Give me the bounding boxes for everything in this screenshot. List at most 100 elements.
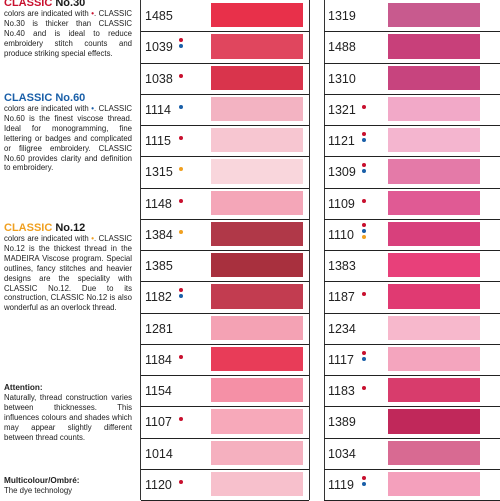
multicolour-note: Multicolour/Ombré: The dye technology — [4, 476, 132, 496]
classic-no30-title: CLASSIC No.30 — [4, 0, 86, 9]
no30-dot-icon — [179, 288, 183, 293]
no60-dot-icon — [179, 294, 183, 299]
no60-dot-icon — [179, 44, 183, 49]
multicolour-text: The dye technology — [4, 486, 73, 495]
color-swatch — [388, 34, 480, 59]
color-row: 1014 — [141, 438, 309, 470]
color-code: 1234 — [328, 321, 356, 336]
left-color-column: 1485 1039 1038 1114 1115 1315 1148 1384 1385 1182… — [141, 0, 309, 501]
thickness-indicator-icon — [362, 292, 366, 298]
no12-dot-icon — [179, 229, 183, 234]
color-row: 1315 — [141, 156, 309, 189]
color-code: 1384 — [145, 227, 173, 242]
multicolour-title: Multicolour/Ombré: — [4, 476, 80, 485]
color-swatch — [211, 284, 303, 309]
color-swatch — [388, 3, 480, 28]
color-swatch — [211, 3, 303, 28]
thickness-indicator-icon — [362, 222, 366, 241]
classic-no12-section: CLASSIC No.12 colors are indicated with … — [4, 222, 132, 313]
color-code: 1485 — [145, 9, 173, 23]
color-row: 1321 — [324, 94, 500, 126]
color-swatch — [211, 159, 303, 184]
thickness-indicator-icon — [179, 288, 183, 300]
color-row: 1115 — [141, 125, 309, 158]
color-swatch — [211, 471, 303, 496]
color-row: 1309 — [324, 156, 500, 189]
thickness-indicator-icon — [179, 417, 183, 423]
color-code: 1183 — [328, 384, 355, 398]
color-code: 1182 — [145, 290, 172, 305]
no30-dot-icon — [362, 475, 366, 480]
color-row: 1234 — [324, 313, 500, 345]
color-code: 1315 — [145, 165, 173, 180]
color-row: 1485 — [141, 0, 309, 33]
color-row: 1488 — [324, 31, 500, 64]
thickness-indicator-icon — [362, 104, 366, 111]
color-code: 1310 — [328, 71, 356, 86]
no12-dot-icon — [362, 234, 366, 239]
no60-dot-icon — [362, 138, 366, 142]
thickness-indicator-icon — [362, 350, 366, 363]
color-swatch — [211, 221, 303, 246]
color-swatch — [388, 159, 480, 184]
no60-dot-icon — [362, 481, 366, 486]
color-row: 1109 — [324, 188, 500, 220]
color-swatch — [388, 471, 480, 496]
color-row: 1389 — [324, 406, 500, 439]
color-swatch — [211, 346, 303, 371]
no30-dot-icon — [179, 38, 183, 43]
color-swatch — [211, 96, 303, 121]
red-dot-icon: • — [91, 9, 94, 18]
no60-dot-icon — [362, 356, 366, 361]
color-swatch — [211, 253, 303, 278]
color-code: 1110 — [328, 227, 354, 242]
thickness-indicator-icon — [362, 163, 366, 175]
color-row: 1039 — [141, 31, 309, 64]
no12-dot-icon — [179, 167, 183, 172]
color-code: 1389 — [328, 415, 356, 430]
color-code: 1187 — [328, 290, 355, 305]
thickness-indicator-icon — [179, 73, 183, 80]
thickness-indicator-icon — [179, 167, 183, 173]
thickness-indicator-icon — [179, 38, 183, 50]
color-swatch — [388, 65, 480, 90]
color-swatch — [388, 221, 480, 246]
color-swatch — [211, 190, 303, 215]
color-swatch — [211, 440, 303, 465]
color-row: 1120 — [141, 469, 309, 501]
thickness-indicator-icon — [362, 386, 366, 392]
thickness-indicator-icon — [179, 198, 183, 205]
attention-title: Attention: — [4, 383, 43, 392]
classic-no12-title: CLASSIC No.12 — [4, 222, 86, 234]
color-swatch — [211, 65, 303, 90]
color-row: 1383 — [324, 250, 500, 283]
color-code: 1148 — [145, 196, 172, 211]
color-chart-table: 1485 1039 1038 1114 1115 1315 1148 1384 1385 1182… — [140, 0, 500, 501]
no30-dot-icon — [362, 292, 366, 297]
color-swatch — [388, 128, 480, 153]
color-row: 1148 — [141, 188, 309, 220]
classic-no60-title: CLASSIC No.60 — [4, 92, 86, 104]
no30-dot-icon — [362, 104, 366, 109]
color-code: 1184 — [145, 352, 172, 367]
thickness-indicator-icon — [362, 198, 366, 205]
color-row: 1385 — [141, 250, 309, 283]
color-row: 1121 — [324, 125, 500, 158]
no30-dot-icon — [179, 198, 183, 203]
no30-dot-icon — [362, 163, 366, 168]
color-code: 1107 — [145, 415, 172, 430]
no30-dot-icon — [179, 354, 183, 359]
color-swatch — [388, 409, 480, 434]
classic-no60-description: colors are indicated with •. CLASSIC No.… — [4, 104, 133, 173]
color-row: 1281 — [141, 313, 309, 345]
color-code: 1321 — [328, 102, 356, 117]
color-row: 1110 — [324, 219, 500, 251]
color-code: 1154 — [145, 384, 172, 398]
color-code: 1488 — [328, 40, 356, 55]
color-row: 1384 — [141, 219, 309, 251]
color-swatch — [388, 346, 480, 371]
color-code: 1039 — [145, 40, 173, 55]
color-code: 1014 — [145, 446, 173, 461]
color-swatch — [211, 315, 303, 340]
color-swatch — [211, 34, 303, 59]
